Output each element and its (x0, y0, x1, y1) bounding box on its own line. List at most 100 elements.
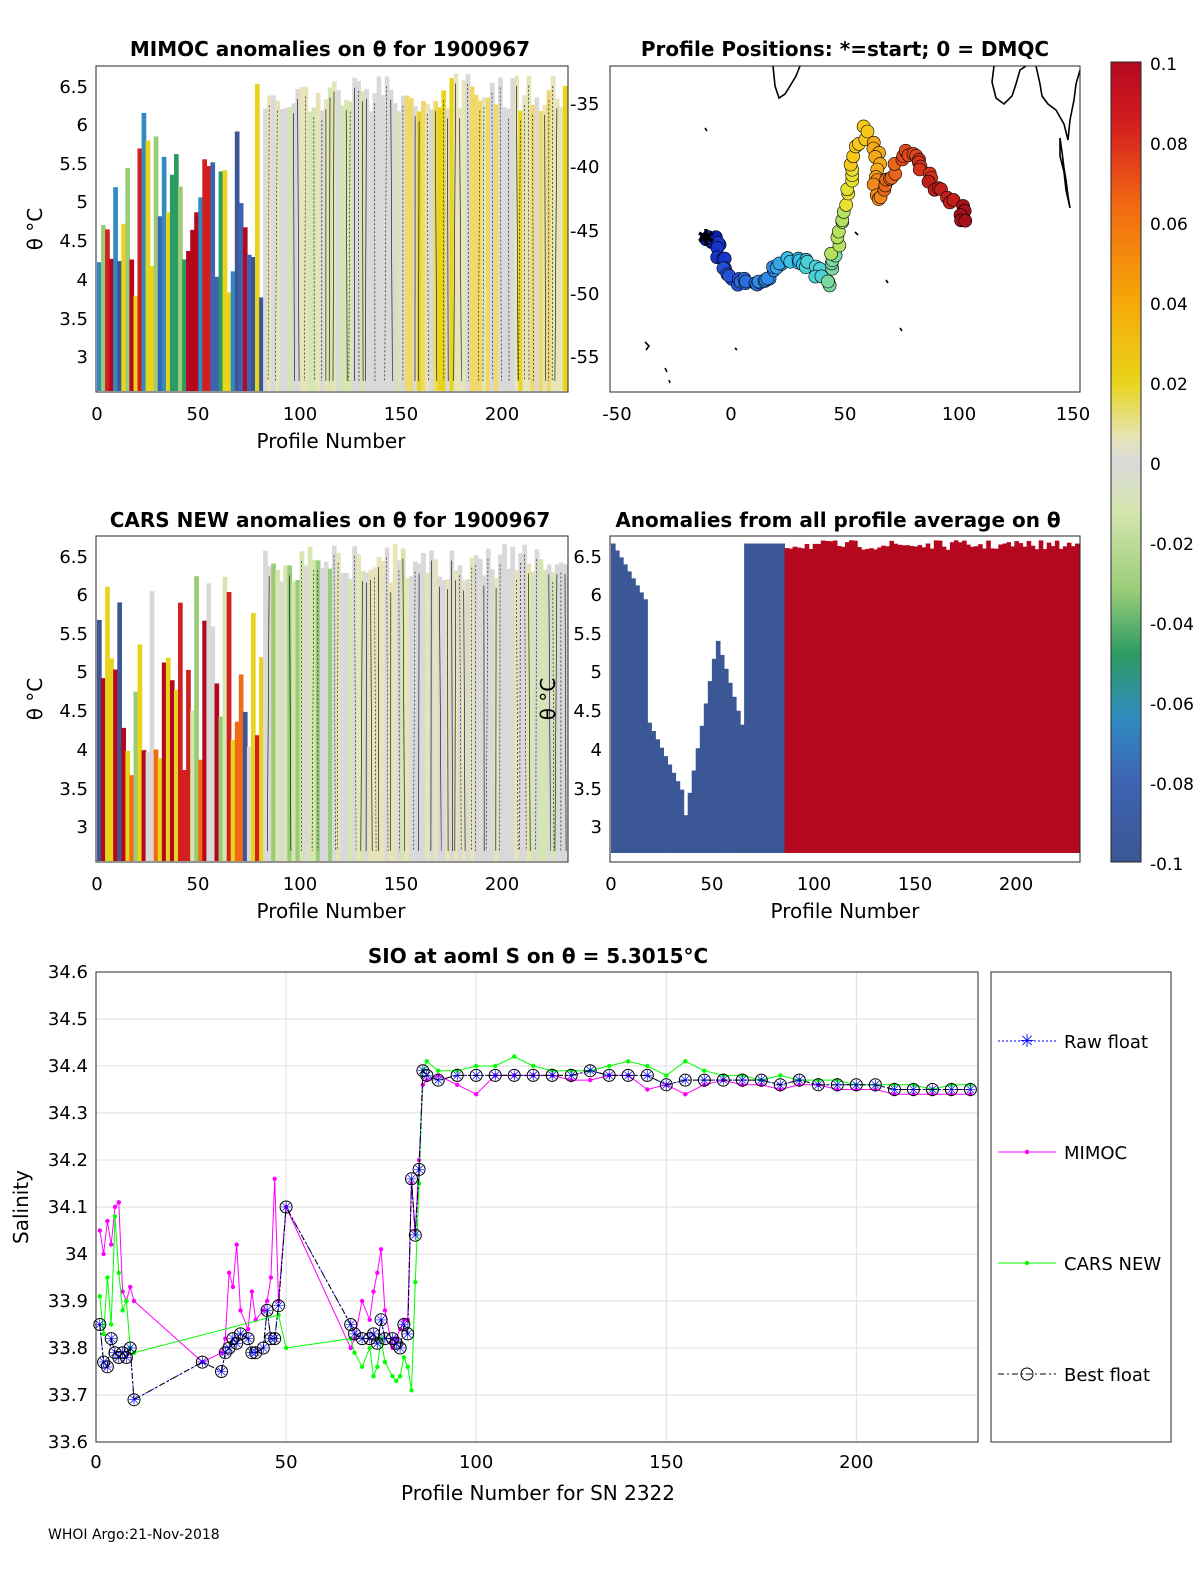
data-point: ✳ (231, 1336, 243, 1352)
data-point (279, 1200, 293, 1214)
field-column (522, 95, 528, 391)
field-column (945, 549, 951, 853)
data-point: ✳ (965, 1083, 977, 1099)
field-column (490, 569, 495, 861)
field-column (473, 94, 479, 392)
data-point (245, 1327, 251, 1332)
data-point (683, 1059, 688, 1064)
data-point: ✳ (356, 1332, 368, 1348)
data-point (702, 1068, 707, 1073)
allavg-ytick: 3.5 (573, 779, 602, 800)
field-column (804, 544, 810, 853)
field-column (206, 166, 212, 391)
allavg-xtick: 100 (797, 874, 831, 895)
data-point (272, 1299, 285, 1313)
field-column (1066, 542, 1072, 853)
data-point (116, 1200, 122, 1205)
legend-label: Best float (1064, 1365, 1150, 1386)
field-column (498, 77, 503, 391)
salinity-ytick: 33.8 (48, 1338, 88, 1359)
data-point: ✳ (390, 1336, 402, 1352)
field-column (990, 548, 995, 853)
field-column (671, 772, 677, 853)
field-column (1038, 540, 1044, 853)
field-column (198, 197, 203, 391)
data-point (245, 1346, 259, 1360)
contour-line (353, 556, 357, 852)
contour-line (528, 85, 530, 382)
field-column (974, 546, 979, 853)
data-point (344, 1318, 358, 1331)
data-point: ✳ (409, 1228, 421, 1244)
field-column (360, 571, 366, 861)
data-point (123, 1341, 137, 1355)
contour-line (535, 559, 537, 852)
field-column (105, 586, 110, 861)
salinity-ytick: 33.6 (48, 1432, 88, 1453)
data-point (678, 1073, 692, 1087)
data-point (120, 1289, 125, 1294)
float-track (699, 119, 973, 293)
field-column (364, 88, 370, 392)
field-column (506, 569, 511, 861)
field-column (615, 550, 620, 853)
contour-line (360, 580, 363, 852)
field-column (550, 572, 556, 861)
contour-line (552, 582, 555, 852)
field-column (538, 559, 544, 861)
data-point (640, 1068, 654, 1082)
data-point (104, 1332, 118, 1346)
data-point (348, 1327, 361, 1341)
contour-line (418, 121, 420, 382)
data-point (268, 1275, 274, 1280)
field-column (133, 295, 139, 391)
data-point (849, 1078, 863, 1092)
field-column (327, 568, 333, 861)
contour-line (544, 114, 546, 382)
field-column (941, 546, 947, 853)
field-column (861, 549, 866, 853)
field-column (546, 564, 552, 861)
field-column (768, 543, 773, 853)
positions-title: Profile Positions: *=start; 0 = DMQC (641, 37, 1049, 61)
data-point (390, 1374, 395, 1379)
mimoc-ytick: 5.5 (59, 154, 88, 175)
data-point (887, 1083, 901, 1096)
allavg-ytick: 6.5 (573, 547, 602, 568)
contour-line (453, 83, 456, 382)
salinity-panel: SIO at aoml S on θ = 5.3015°C ✳✳✳✳✳✳✳✳✳✳… (9, 944, 1172, 1505)
field-column (498, 554, 503, 861)
colorbar-tick: -0.08 (1150, 775, 1194, 795)
field-column (1042, 549, 1048, 853)
contour-line (499, 87, 502, 382)
data-point (868, 1078, 882, 1092)
field-column (845, 542, 850, 853)
field-column (206, 583, 212, 861)
field-column (287, 565, 293, 861)
field-column (707, 681, 713, 853)
field-column (457, 108, 463, 392)
data-point (112, 1204, 118, 1210)
mimoc-ytick: 6 (77, 115, 88, 136)
data-point: ✳ (831, 1078, 843, 1094)
field-column (234, 721, 240, 861)
field-column (218, 171, 224, 391)
salinity-series: ✳✳✳✳✳✳✳✳✳✳✳✳✳✳✳✳✳✳✳✳✳✳✳✳✳✳✳✳✳✳✳✳✳✳✳✳✳✳✳✳… (93, 1054, 977, 1409)
contour-line (447, 589, 449, 852)
footer-credit: WHOI Argo:21-Nov-2018 (48, 1527, 220, 1543)
salinity-ytick: 34.6 (48, 962, 88, 983)
field-column (429, 550, 434, 861)
contour-line (434, 111, 438, 382)
field-column (715, 640, 721, 853)
data-point (436, 1068, 441, 1073)
field-column (631, 578, 636, 853)
field-column (748, 543, 753, 853)
dot-marker-icon (1024, 1260, 1030, 1266)
field-column (242, 227, 248, 391)
field-column (392, 544, 398, 861)
field-column (647, 722, 652, 853)
field-column (502, 543, 507, 861)
field-column (396, 110, 402, 392)
field-column (214, 683, 220, 861)
field-column (732, 696, 737, 853)
